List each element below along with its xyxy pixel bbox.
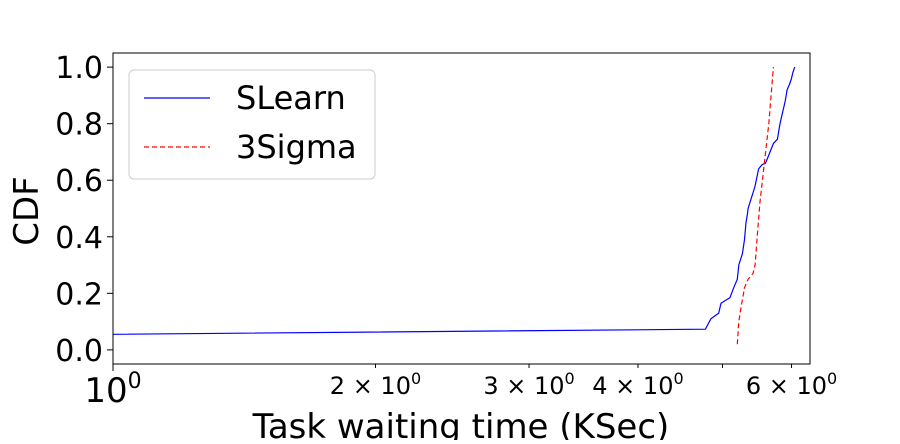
x-tick-exponent: 0 [128, 369, 142, 394]
x-tick-label: 4 × 100 [592, 369, 683, 400]
x-tick-exponent: 0 [673, 369, 683, 388]
x-tick-label: 3 × 100 [483, 369, 574, 400]
y-tick-label: 0.2 [55, 277, 103, 312]
legend-label-slearn: SLearn [236, 79, 346, 117]
legend-frame [128, 69, 376, 180]
x-tick-exponent: 0 [827, 369, 837, 388]
y-axis-label: CDF [7, 176, 47, 245]
x-tick-exponent: 0 [565, 369, 575, 388]
legend-label-3sigma: 3Sigma [236, 128, 357, 166]
y-tick-label: 0.8 [55, 108, 103, 143]
x-tick-exponent: 0 [411, 369, 421, 388]
x-tick-label: 2 × 100 [330, 369, 421, 400]
y-tick-label: 1.0 [55, 51, 103, 86]
x-tick-label: 6 × 100 [746, 369, 837, 400]
y-tick-label: 0.4 [55, 221, 103, 256]
x-tick-label: 100 [84, 369, 141, 411]
plot-area-frame [112, 52, 811, 365]
legend: SLearn 3Sigma [128, 69, 376, 180]
series-line-3sigma [736, 67, 774, 345]
x-axis-label: Task waiting time (KSec) [252, 407, 670, 440]
series-line-slearn [112, 66, 796, 335]
y-tick-label: 0.0 [55, 334, 103, 369]
y-tick-label: 0.6 [55, 164, 103, 199]
